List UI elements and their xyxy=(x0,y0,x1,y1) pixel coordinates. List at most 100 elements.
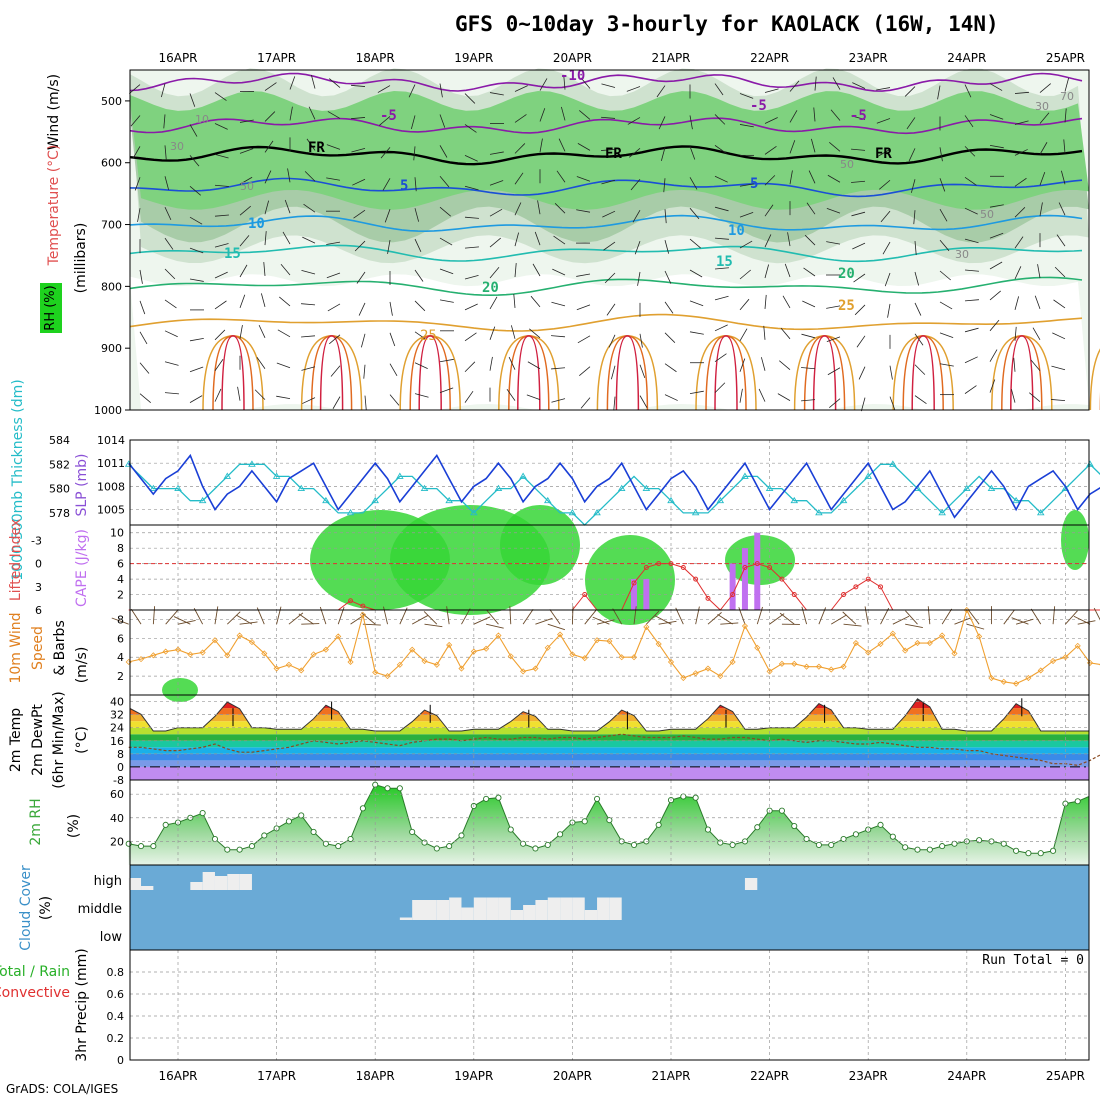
ylabel-thickness: 1000-500mb Thickness (dm) xyxy=(10,379,26,580)
rh-contour-label: 70 xyxy=(1060,90,1074,103)
wind-barb xyxy=(689,177,698,190)
wind-speed-marker xyxy=(557,631,564,638)
wind-barb xyxy=(989,114,1004,120)
wind-barb xyxy=(414,177,417,192)
wind-barb xyxy=(939,208,948,222)
ylabel-rh: RH (%) xyxy=(43,285,58,330)
wind-tick-label: 2 xyxy=(117,670,124,683)
wind-barb xyxy=(527,361,541,370)
wind-speed-marker xyxy=(852,639,859,647)
rh-marker xyxy=(224,846,231,853)
wind-speed-marker xyxy=(902,647,909,654)
date-label-bottom: 19APR xyxy=(454,1069,493,1083)
rh-marker xyxy=(754,824,761,831)
wind-barb xyxy=(579,366,591,377)
wind-barb xyxy=(764,204,774,217)
rh-marker xyxy=(704,826,712,833)
temp-contour-label: 20 xyxy=(838,266,855,282)
wind-barb xyxy=(602,210,616,218)
wind-barb xyxy=(134,177,141,191)
wind-barb xyxy=(214,92,227,101)
wind-barb xyxy=(260,293,266,308)
rh-contour-label: 30 xyxy=(170,140,184,153)
wind-barb xyxy=(326,272,341,279)
date-label-top: 17APR xyxy=(257,51,296,65)
lifted-index-marker xyxy=(853,584,859,590)
wind-barb xyxy=(939,239,950,252)
temp-tick-label: 40 xyxy=(110,696,124,709)
wind-speed-marker xyxy=(754,644,761,651)
ylabel-2m-rh: 2m RH xyxy=(28,798,44,845)
rh-marker xyxy=(791,822,798,830)
ylabel-convective: Convective xyxy=(0,985,70,1001)
lifted-index-marker xyxy=(767,565,773,570)
surface-heat-contour xyxy=(221,335,245,411)
surface-wind-barb xyxy=(654,615,672,625)
wind-barb xyxy=(1014,326,1017,341)
wind-barb xyxy=(439,83,443,98)
temp-contour-label: FR xyxy=(605,146,622,162)
wind-barb xyxy=(964,84,972,98)
wind-speed-marker xyxy=(1013,680,1020,687)
wind-barb xyxy=(1039,112,1050,124)
wind-barb xyxy=(989,290,1001,301)
wind-barb xyxy=(939,301,953,310)
wind-barb xyxy=(489,326,496,340)
wind-speed-marker xyxy=(865,649,872,656)
temp-contour-label: 15 xyxy=(716,254,733,270)
date-label-top: 18APR xyxy=(356,51,395,65)
wind-barb xyxy=(302,397,316,404)
temp-color-band xyxy=(130,766,1089,780)
temp-contour-label: -10 xyxy=(560,68,585,84)
wind-barb xyxy=(779,360,791,371)
wind-barb xyxy=(189,366,204,373)
wind-barb xyxy=(532,263,541,277)
temp-contour-label: FR xyxy=(875,146,892,162)
wind-barb xyxy=(851,115,866,120)
wind-barb xyxy=(389,363,398,377)
wind-barb xyxy=(989,379,996,393)
thickness-marker xyxy=(716,496,725,504)
wind-barb xyxy=(264,200,270,215)
cloud-cover-middle xyxy=(412,900,425,920)
wind-speed-marker xyxy=(643,623,650,631)
surface-wind-barb xyxy=(880,607,890,625)
cloud-cover-middle xyxy=(609,897,622,920)
rh-marker xyxy=(1037,850,1044,857)
rh-marker xyxy=(655,821,662,828)
wind-barb xyxy=(664,270,672,284)
wind-barb xyxy=(639,333,643,348)
ylabel-cloud-cover: Cloud Cover xyxy=(18,865,34,951)
wind-barb xyxy=(784,263,791,278)
wind-barb xyxy=(1039,171,1046,186)
date-label-top: 16APR xyxy=(158,51,197,65)
wind-speed-marker xyxy=(532,665,539,672)
wind-barb xyxy=(613,396,616,411)
surface-wind-barb xyxy=(239,621,258,625)
wind-barb xyxy=(289,106,293,121)
rh-marker xyxy=(594,795,601,802)
surface-wind-barb xyxy=(843,623,862,627)
thickness-tick-label: 580 xyxy=(49,483,70,496)
wind-barb xyxy=(739,183,754,187)
wind-barb xyxy=(577,335,591,344)
rh-marker xyxy=(828,841,835,848)
wind-barb xyxy=(860,397,866,412)
temp-color-band xyxy=(130,714,1089,722)
surface-wind-barb xyxy=(509,606,512,625)
date-label-top: 24APR xyxy=(947,51,986,65)
wind-barb xyxy=(551,398,566,403)
surface-wind-barb xyxy=(214,606,219,625)
surface-wind-barb xyxy=(571,606,574,625)
wind-barb xyxy=(882,241,891,255)
rh-marker xyxy=(778,807,785,814)
wind-barb xyxy=(537,200,541,215)
wind-barb xyxy=(1052,332,1066,340)
wind-barb xyxy=(264,111,276,122)
wind-barb xyxy=(777,393,791,401)
wind-barb xyxy=(310,74,316,89)
wind-barb xyxy=(489,267,500,279)
wind-barb xyxy=(603,241,616,251)
wind-speed-marker xyxy=(692,670,699,677)
cloud-cover-high xyxy=(141,886,154,890)
